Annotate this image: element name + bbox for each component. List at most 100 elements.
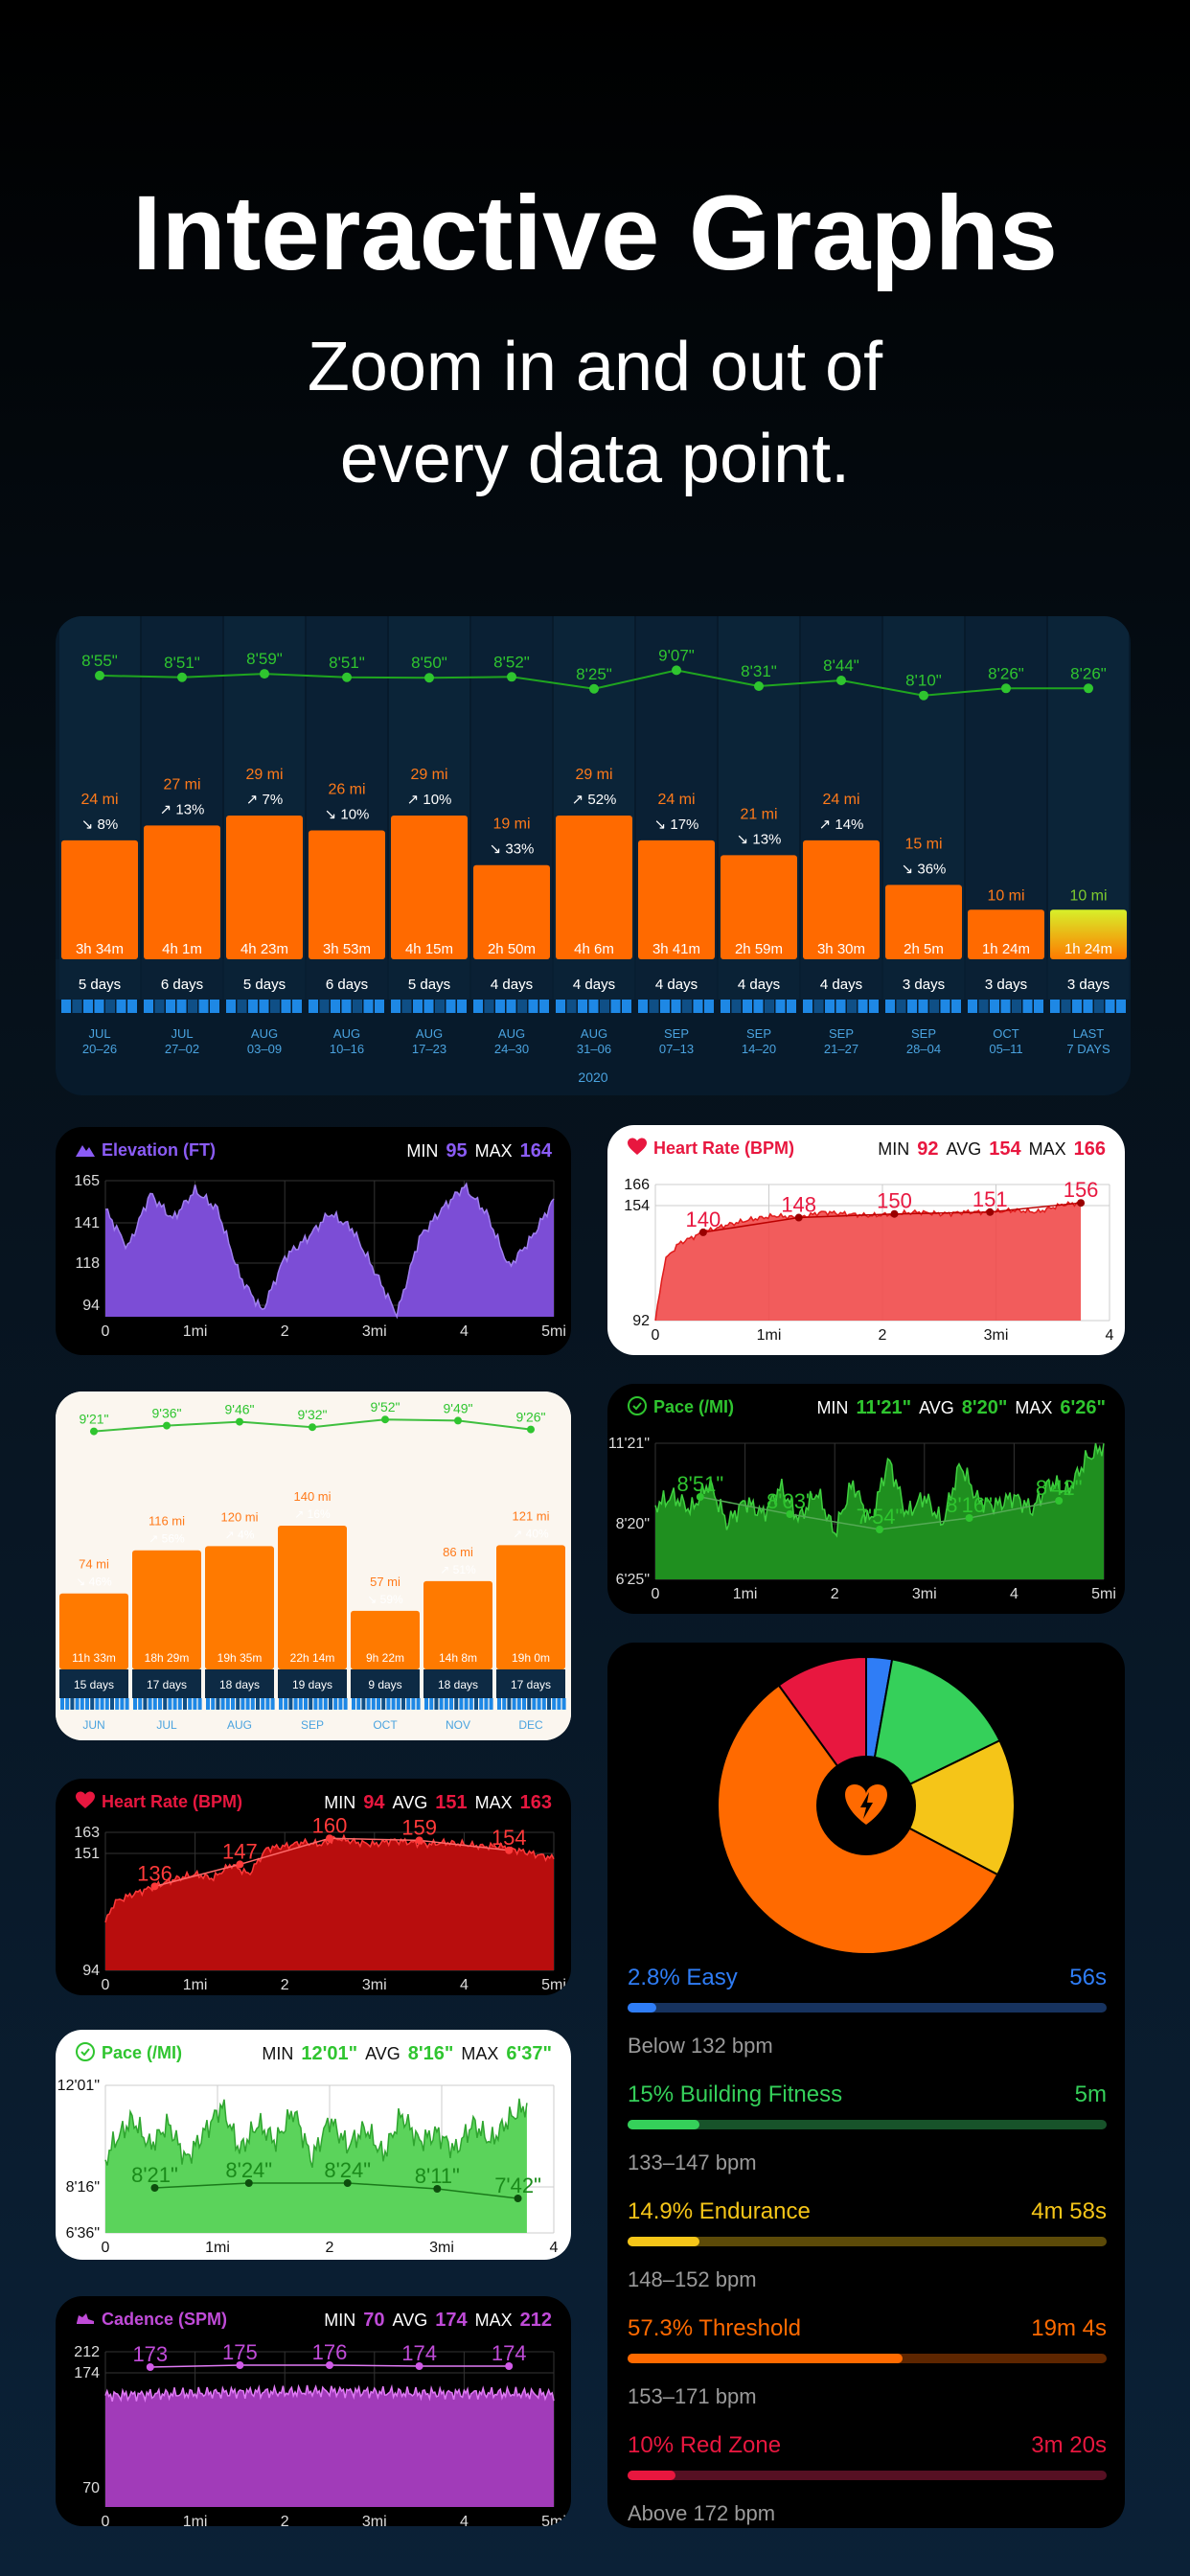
week-bar (144, 825, 220, 959)
heart-rate-min-label: MIN (324, 1793, 356, 1812)
pace-card-dark[interactable]: Pace (/MI) MIN 11'21" AVG 8'20" MAX 6'26" 0 1m… (607, 1384, 1125, 1614)
pace-min: 11'21" (856, 1397, 912, 1418)
week-duration-label: 4h 1m (162, 941, 202, 957)
pace-chart-dark[interactable]: 0 1mi 2 3mi 4 5mi 11'21" 8'20" 6'25" 8'51" 8'03" 7'… (607, 1384, 1125, 1614)
pace-card-light[interactable]: Pace (/MI) MIN 12'01" AVG 8'16" MAX 6'37" 0 1m… (56, 2030, 571, 2260)
y-tick-label: 118 (75, 1255, 100, 1272)
pace-point (95, 670, 104, 680)
week-distance-label: 24 mi (822, 792, 859, 808)
pace-label: 9'32" (297, 1407, 327, 1422)
week-bar (803, 840, 880, 959)
activity-day-cell (721, 1000, 730, 1013)
data-point (415, 1836, 423, 1845)
x-tick-label: 3mi (429, 2240, 454, 2256)
x-tick-label: 3mi (912, 1586, 937, 1602)
data-point (415, 2362, 423, 2370)
activity-day-cell (343, 1698, 348, 1710)
x-tick-label: 2 (326, 2240, 334, 2256)
cadence-chart[interactable]: 0 1mi 2 3mi 4 5mi 212 174 70 173 175 176 174 174 (56, 2296, 571, 2526)
activity-day-cell (120, 1698, 125, 1710)
data-point (326, 2361, 333, 2369)
mountain-icon (76, 1145, 95, 1157)
heart-rate-zones-card[interactable] (607, 1643, 1125, 2528)
zone-progress-track (628, 2237, 1107, 2246)
pace-avg-label: AVG (365, 2044, 400, 2063)
area-fill (105, 2098, 527, 2233)
heart-rate-avg-label: AVG (946, 1139, 982, 1159)
week-bar (556, 816, 632, 959)
activity-day-cell (1061, 1000, 1071, 1013)
activity-day-cell (1083, 1000, 1093, 1013)
activity-day-cell (211, 1698, 216, 1710)
x-tick-label: 3mi (362, 2514, 387, 2526)
month-change-label: ↘ 59% (367, 1593, 403, 1606)
activity-day-cell (366, 1698, 371, 1710)
data-point-label: 7'42" (494, 2174, 541, 2197)
heart-rate-chart-dark[interactable]: 0 1mi 2 3mi 4 5mi 163 151 94 136 147 160 159 154 (56, 1779, 571, 1995)
heart-rate-min: 94 (363, 1792, 385, 1813)
activity-day-cell (361, 1698, 366, 1710)
week-distance-label: 15 mi (904, 836, 942, 852)
data-point (965, 1514, 973, 1522)
heart-rate-card-light[interactable]: Heart Rate (BPM) MIN 92 AVG 154 MAX 166 0 1mi 2… (607, 1125, 1125, 1355)
activity-day-cell (765, 1000, 774, 1013)
activity-day-cell (1012, 1000, 1021, 1013)
activity-day-cell (231, 1698, 235, 1710)
elevation-chart[interactable]: 0 1mi 2 3mi 4 5mi 165 141 118 94 (56, 1127, 571, 1355)
x-tick-label: 1mi (205, 2240, 230, 2256)
activity-day-cell (318, 1698, 323, 1710)
pace-point (589, 683, 599, 694)
x-tick-label: 1mi (757, 1327, 782, 1344)
activity-day-cell (341, 1000, 352, 1013)
x-tick-label: 2 (879, 1327, 887, 1344)
pace-point (1084, 683, 1093, 694)
x-tick-label: 1mi (733, 1586, 758, 1602)
monthly-summary-chart[interactable]: 74 mi ↘ 46% 11h 33m 15 days JUN 116 mi ↗ 56% 18… (56, 1392, 571, 1740)
activity-day-cell (245, 1698, 250, 1710)
pace-label: 9'36" (151, 1406, 181, 1421)
week-month-label: AUG (416, 1026, 443, 1041)
pace-chart-light[interactable]: 0 1mi 2 3mi 4 12'01" 8'16" 6'36" 8'21" 8'24" 8'24"… (56, 2030, 571, 2260)
pace-label: 8'59" (246, 650, 283, 668)
monthly-summary-card[interactable]: 74 mi ↘ 46% 11h 33m 15 days JUN 116 mi ↗ 56% 18… (56, 1392, 571, 1740)
pace-min-label: MIN (816, 1398, 849, 1417)
pace-min-label: MIN (262, 2044, 294, 2063)
month-days-label: 18 days (438, 1678, 478, 1691)
month-distance-label: 140 mi (293, 1489, 331, 1504)
heart-rate-chart-light[interactable]: 0 1mi 2 3mi 4 166 154 92 140 148 150 151 156 (607, 1125, 1125, 1355)
month-label: SEP (301, 1718, 324, 1732)
cadence-card[interactable]: Cadence (SPM) MIN 70 AVG 174 MAX 212 0 1mi 2 3mi… (56, 2296, 571, 2526)
month-duration-label: 11h 33m (72, 1651, 116, 1665)
cadence-max: 212 (519, 2310, 552, 2331)
data-point-label: 140 (686, 1208, 721, 1231)
zone-range: 133–147 bpm (628, 2150, 757, 2174)
week-month-label: AUG (498, 1026, 525, 1041)
elevation-card[interactable]: Elevation (FT) MIN 95 MAX 164 0 1mi 2 3mi 4 5mi 1… (56, 1127, 571, 1355)
heart-rate-min-label: MIN (878, 1139, 910, 1159)
pace-avg-label: AVG (919, 1398, 954, 1417)
activity-day-cell (474, 1698, 478, 1710)
x-tick-label: 0 (102, 1323, 110, 1340)
week-range-label: 20–26 (82, 1042, 117, 1056)
activity-day-cell (516, 1698, 521, 1710)
pace-label: 8'55" (81, 652, 118, 670)
data-point (1055, 1497, 1064, 1505)
week-duration-label: 1h 24m (982, 941, 1030, 957)
activity-day-cell (401, 1000, 412, 1013)
heart-rate-title: Heart Rate (BPM) (653, 1138, 795, 1158)
heart-rate-card-dark[interactable]: Heart Rate (BPM) MIN 94 AVG 151 MAX 163 0 1mi 2… (56, 1779, 571, 1995)
heart-rate-zones-donut[interactable] (607, 1643, 1125, 1959)
x-tick-label: 2 (281, 1323, 289, 1340)
data-point-label: 174 (401, 2341, 437, 2365)
activity-day-cell (825, 1000, 835, 1013)
activity-day-cell (75, 1698, 80, 1710)
month-days-cell (496, 1669, 565, 1698)
week-bar (638, 840, 715, 959)
zone-progress-fill (628, 2003, 656, 2012)
area-line (104, 1182, 555, 1320)
week-days-label: 5 days (79, 977, 121, 993)
activity-day-cell (743, 1000, 752, 1013)
heart-rate-max-label: MAX (1028, 1139, 1066, 1159)
